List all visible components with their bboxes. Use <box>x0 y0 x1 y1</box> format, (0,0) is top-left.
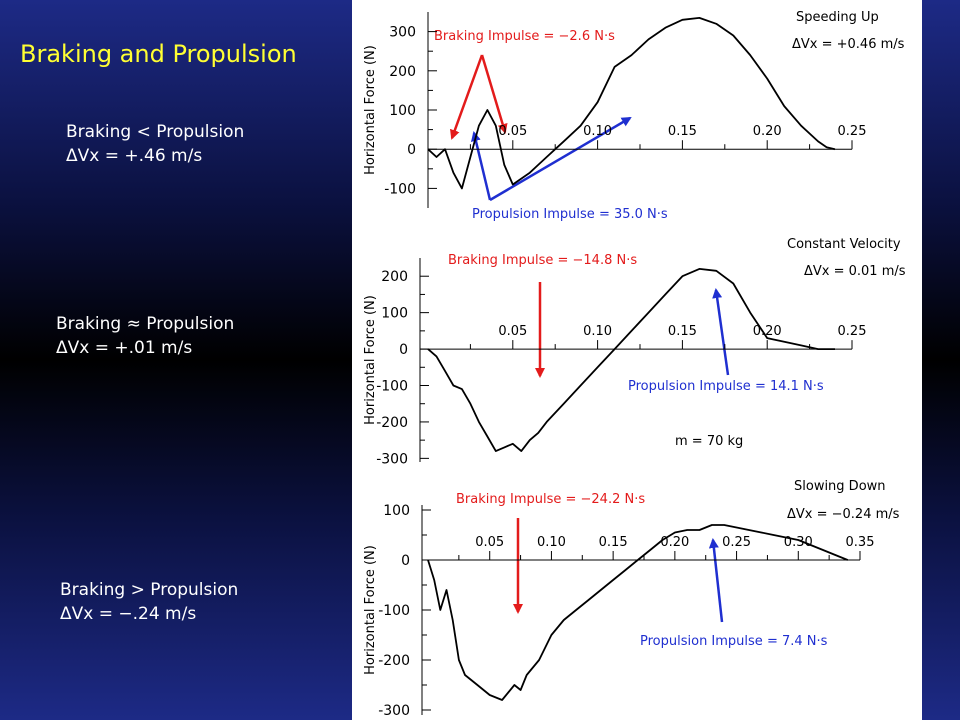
x-tick-label: 0.10 <box>583 124 612 139</box>
propulsion-arrow <box>712 288 730 376</box>
x-tick-label: 0.05 <box>498 124 527 139</box>
braking-arrow <box>480 54 508 134</box>
chart-title: Slowing Down <box>794 479 886 494</box>
y-tick-label: 300 <box>389 25 416 41</box>
y-tick-label: 100 <box>381 306 408 322</box>
force-charts: Speeding Up ΔVx = +0.46 m/s Braking Impu… <box>363 10 906 719</box>
case-comparison: Braking > Propulsion <box>60 580 239 600</box>
case-label-constant-velocity: Braking ≈ Propulsion ΔVx = +.01 m/s <box>56 312 234 360</box>
braking-impulse-label: Braking Impulse = −24.2 N·s <box>456 492 645 507</box>
case-delta-v: ΔVx = −.24 m/s <box>60 604 197 624</box>
x-tick-label: 0.20 <box>753 124 782 139</box>
propulsion-impulse-label: Propulsion Impulse = 35.0 N·s <box>472 207 668 222</box>
x-tick-label: 0.15 <box>599 535 628 550</box>
chart-subtitle: ΔVx = −0.24 m/s <box>787 507 900 522</box>
y-tick-label: -100 <box>378 603 410 619</box>
y-tick-label: -100 <box>384 181 416 197</box>
braking-arrow <box>450 54 484 140</box>
chart-3-annotations: Slowing Down ΔVx = −0.24 m/s Braking Imp… <box>456 479 900 649</box>
case-label-slowing-down: Braking > Propulsion ΔVx = −.24 m/s <box>60 578 238 626</box>
propulsion-impulse-label: Propulsion Impulse = 7.4 N·s <box>640 634 828 649</box>
y-tick-label: -200 <box>376 415 408 431</box>
case-comparison: Braking ≈ Propulsion <box>56 314 235 334</box>
x-tick-label: 0.20 <box>660 535 689 550</box>
y-tick-label: 0 <box>399 342 408 358</box>
y-tick-label: -300 <box>376 451 408 467</box>
x-tick-label: 0.25 <box>722 535 751 550</box>
y-tick-label: 0 <box>401 553 410 569</box>
braking-impulse-label: Braking Impulse = −2.6 N·s <box>434 29 615 44</box>
x-tick-label: 0.25 <box>838 124 867 139</box>
chart-panel: Speeding Up ΔVx = +0.46 m/s Braking Impu… <box>352 0 922 720</box>
mass-label: m = 70 kg <box>675 434 743 449</box>
force-curve <box>427 267 835 453</box>
y-tick-label: -300 <box>378 703 410 719</box>
y-axis-label: Horizontal Force (N) <box>363 295 378 425</box>
chart-1-annotations: Speeding Up ΔVx = +0.46 m/s Braking Impu… <box>434 10 905 222</box>
plot-layer: -100 0 100 200 300 0.05 0.10 0.15 0.20 0.25 Horizo… <box>363 12 874 719</box>
x-tick-label: 0.15 <box>668 324 697 339</box>
y-tick-label: 100 <box>389 103 416 119</box>
slide-title: Braking and Propulsion <box>20 40 297 68</box>
x-tick-label: 0.10 <box>583 324 612 339</box>
propulsion-arrow <box>489 116 632 202</box>
y-axis-label: Horizontal Force (N) <box>363 545 378 675</box>
propulsion-impulse-label: Propulsion Impulse = 14.1 N·s <box>628 379 824 394</box>
chart-subtitle: ΔVx = +0.46 m/s <box>792 37 905 52</box>
chart-title: Speeding Up <box>796 10 879 25</box>
case-delta-v: ΔVx = +.01 m/s <box>56 338 193 358</box>
y-tick-label: 200 <box>381 269 408 285</box>
x-tick-label: 0.05 <box>498 324 527 339</box>
case-delta-v: ΔVx = +.46 m/s <box>66 146 203 166</box>
chart-2-annotations: Constant Velocity ΔVx = 0.01 m/s Braking… <box>448 237 906 449</box>
force-curve <box>427 16 836 190</box>
x-tick-label: 0.15 <box>668 124 697 139</box>
x-tick-label: 0.05 <box>475 535 504 550</box>
braking-impulse-label: Braking Impulse = −14.8 N·s <box>448 253 637 268</box>
y-tick-label: 100 <box>383 503 410 519</box>
x-tick-label: 0.35 <box>846 535 875 550</box>
y-axis-label: Horizontal Force (N) <box>363 45 378 175</box>
x-tick-label: 0.10 <box>537 535 566 550</box>
y-tick-label: 200 <box>389 64 416 80</box>
force-curve <box>427 524 849 701</box>
case-comparison: Braking < Propulsion <box>66 122 245 142</box>
x-tick-label: 0.25 <box>838 324 867 339</box>
y-tick-label: -100 <box>376 379 408 395</box>
chart-1: -100 0 100 200 300 0.05 0.10 0.15 0.20 0.25 Horizo… <box>363 12 866 208</box>
y-tick-label: 0 <box>407 142 416 158</box>
chart-title: Constant Velocity <box>787 237 901 252</box>
case-label-speeding-up: Braking < Propulsion ΔVx = +.46 m/s <box>66 120 244 168</box>
propulsion-arrow <box>470 131 492 201</box>
y-tick-label: -200 <box>378 653 410 669</box>
chart-subtitle: ΔVx = 0.01 m/s <box>804 264 906 279</box>
propulsion-arrow <box>708 538 724 623</box>
